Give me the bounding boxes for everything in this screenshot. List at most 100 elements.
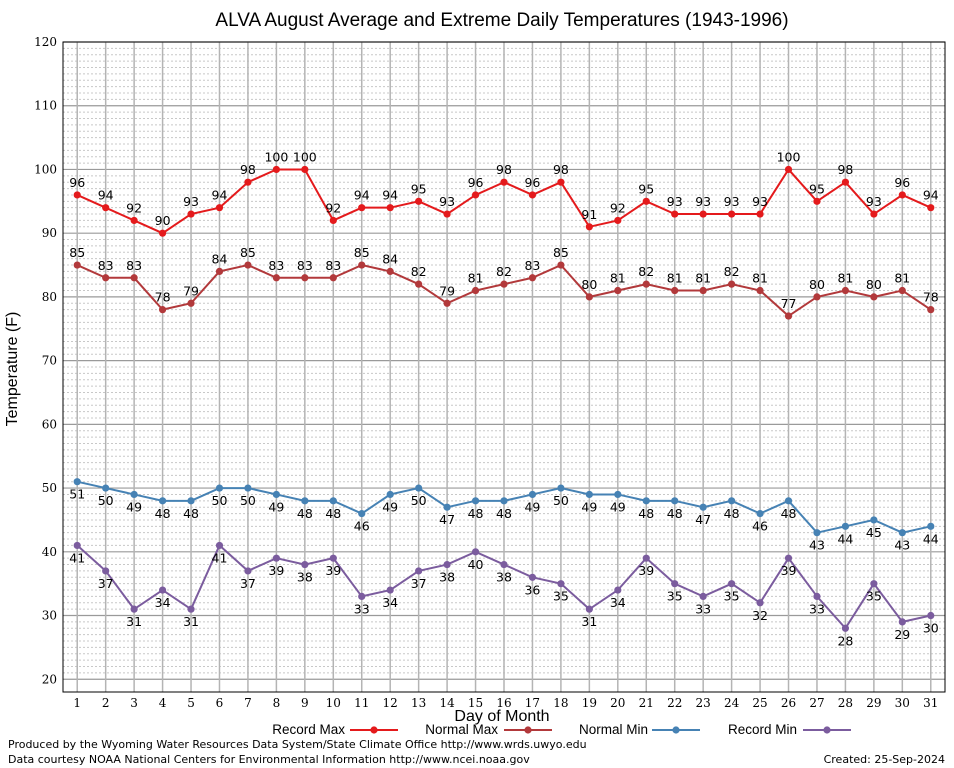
x-tick-label: 26 — [781, 696, 796, 710]
data-point-normal-min — [528, 490, 537, 499]
data-point-record-min — [102, 567, 110, 575]
data-point-record-max — [301, 165, 309, 174]
data-label-normal-max: 82 — [496, 264, 512, 279]
data-label-record-min: 33 — [695, 601, 711, 616]
data-point-record-min — [870, 580, 878, 588]
data-point-record-min — [528, 573, 537, 581]
data-label-record-max: 94 — [382, 188, 398, 203]
data-label-normal-max: 85 — [240, 245, 256, 260]
data-point-normal-max — [898, 286, 906, 295]
data-label-record-max: 95 — [809, 181, 825, 196]
data-point-normal-min — [671, 497, 679, 505]
data-point-record-min — [443, 560, 451, 569]
data-point-record-max — [329, 216, 337, 225]
y-tick-label: 110 — [34, 99, 57, 113]
legend-marker-normal-max — [524, 726, 532, 734]
data-label-record-min: 32 — [752, 608, 768, 623]
data-point-record-min — [415, 567, 423, 575]
data-label-normal-min: 48 — [325, 506, 341, 521]
data-label-normal-min: 46 — [752, 519, 768, 534]
data-label-normal-max: 81 — [468, 271, 484, 286]
y-tick-label: 60 — [42, 417, 57, 431]
data-point-normal-max — [870, 293, 878, 301]
x-tick-label: 19 — [582, 696, 597, 710]
data-point-record-max — [898, 191, 906, 199]
y-tick-label: 80 — [42, 290, 57, 304]
data-point-record-min — [73, 541, 81, 550]
data-label-normal-min: 48 — [724, 506, 740, 521]
data-point-record-min — [756, 599, 764, 607]
data-label-record-max: 96 — [894, 175, 910, 190]
data-label-normal-min: 50 — [411, 493, 427, 508]
data-label-normal-min: 50 — [240, 493, 256, 508]
y-tick-label: 30 — [42, 609, 57, 623]
data-point-normal-max — [244, 261, 252, 269]
data-label-record-max: 94 — [354, 188, 370, 203]
legend-label-record-min: Record Min — [728, 722, 797, 737]
x-tick-label: 9 — [301, 696, 309, 710]
y-axis-label: Temperature (F) — [4, 312, 21, 427]
data-label-record-min: 39 — [781, 563, 797, 578]
data-point-normal-max — [784, 312, 793, 320]
data-label-record-min: 33 — [354, 601, 370, 616]
data-label-normal-min: 44 — [837, 531, 853, 546]
x-tick-label: 23 — [696, 696, 711, 710]
data-label-normal-min: 48 — [468, 506, 484, 521]
y-tick-label: 40 — [42, 545, 57, 559]
data-label-normal-min: 48 — [781, 506, 797, 521]
data-point-normal-min — [102, 484, 110, 492]
data-point-record-max — [671, 210, 679, 218]
x-tick-label: 12 — [383, 696, 398, 710]
data-label-normal-max: 83 — [325, 258, 341, 273]
data-point-normal-max — [728, 280, 736, 288]
data-label-record-max: 92 — [610, 200, 626, 215]
data-point-record-min — [728, 580, 736, 588]
data-label-normal-min: 47 — [695, 512, 711, 527]
data-label-normal-max: 78 — [923, 290, 939, 305]
data-point-record-max — [415, 197, 423, 205]
data-label-normal-max: 79 — [439, 283, 455, 298]
data-point-normal-min — [813, 529, 821, 537]
plot-frame — [62, 41, 946, 693]
data-label-normal-max: 83 — [126, 258, 142, 273]
x-tick-label: 6 — [216, 696, 224, 710]
chart-title: ALVA August Average and Extreme Daily Te… — [215, 10, 788, 31]
data-point-record-min — [272, 554, 280, 562]
x-tick-label: 1 — [73, 696, 81, 710]
data-point-normal-max — [358, 261, 366, 269]
data-point-normal-max — [927, 306, 935, 314]
x-axis-ticks: 1 2 3 4 5 6 7 8 9 10 11 12 13 14 15 16 17 18 19 20 21 22 23 24 2… — [73, 696, 938, 710]
data-label-normal-min: 48 — [496, 506, 512, 521]
x-axis-label: Day of Month — [454, 708, 549, 725]
data-label-record-min: 41 — [212, 550, 228, 565]
data-label-record-min: 41 — [69, 550, 85, 565]
data-point-normal-min — [386, 490, 394, 499]
data-point-record-max — [244, 178, 252, 186]
data-label-normal-max: 81 — [695, 271, 711, 286]
data-label-record-min: 34 — [610, 595, 626, 610]
data-label-normal-min: 48 — [638, 506, 654, 521]
data-point-normal-max — [642, 280, 650, 288]
data-label-record-max: 93 — [752, 194, 768, 209]
data-label-record-min: 37 — [98, 576, 114, 591]
x-tick-label: 20 — [610, 696, 625, 710]
data-label-normal-min: 47 — [439, 512, 455, 527]
x-tick-label: 28 — [838, 696, 853, 710]
data-point-normal-min — [358, 509, 366, 518]
data-label-record-max: 93 — [667, 194, 683, 209]
data-label-record-max: 95 — [638, 181, 654, 196]
data-label-normal-max: 80 — [581, 277, 597, 292]
data-label-normal-min: 44 — [923, 531, 939, 546]
x-tick-label: 10 — [326, 696, 341, 710]
data-point-normal-max — [158, 306, 167, 314]
y-tick-label: 70 — [42, 354, 57, 368]
data-point-record-min — [187, 605, 195, 613]
data-point-record-min — [671, 580, 679, 588]
data-point-normal-min — [415, 484, 423, 492]
legend-label-record-max: Record Max — [272, 722, 345, 737]
data-label-normal-min: 49 — [524, 499, 540, 514]
data-label-record-max: 93 — [724, 194, 740, 209]
data-point-normal-max — [329, 274, 337, 282]
data-point-record-max — [784, 165, 793, 174]
